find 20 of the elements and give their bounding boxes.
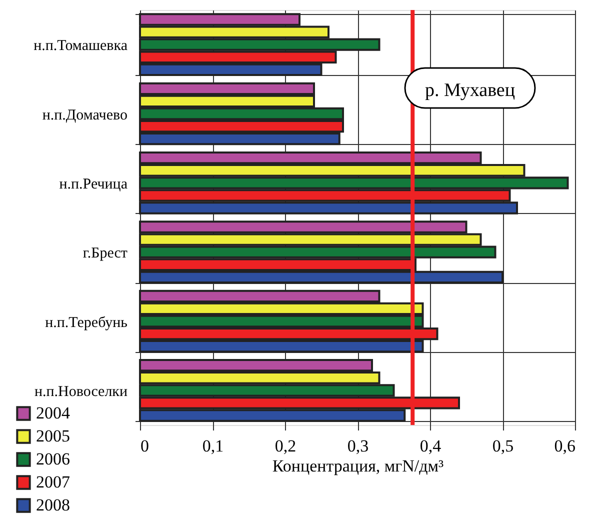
x-tick-label: 0,2 — [274, 436, 296, 456]
y-tick-label: н.п.Новоселки — [34, 384, 128, 400]
legend-label: 2008 — [36, 496, 70, 514]
y-tick-label: г.Брест — [82, 246, 128, 262]
legend-label: 2005 — [36, 426, 70, 446]
x-tick-label: 0 — [140, 436, 149, 456]
y-tick-label: н.п.Теребунь — [45, 314, 128, 331]
legend-label: 2006 — [36, 450, 70, 468]
annotation: р. Мухавец — [424, 80, 516, 101]
y-tick-label: н.п.Томашевка — [34, 38, 128, 54]
x-tick-label: 0,5 — [492, 436, 514, 456]
x-axis-title: Концентрация, мгN/дм³ — [272, 456, 444, 476]
y-tick-label: н.п.Речица — [59, 176, 128, 192]
legend-label: 2007 — [36, 472, 70, 492]
x-tick-label: 0,6 — [554, 436, 576, 456]
x-tick-label: 0,3 — [347, 436, 369, 456]
x-tick-label: 0,4 — [420, 436, 442, 456]
y-tick-label: н.п.Домачево — [42, 107, 128, 124]
x-tick-label: 0,1 — [202, 436, 224, 456]
legend-label: 2004 — [36, 404, 70, 422]
